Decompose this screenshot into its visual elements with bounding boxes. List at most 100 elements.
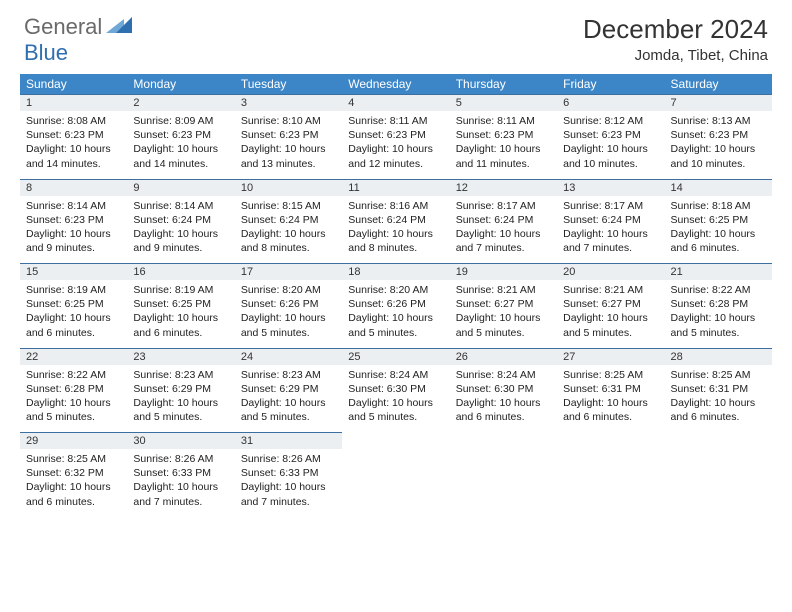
day-content-row: Sunrise: 8:14 AMSunset: 6:23 PMDaylight:… bbox=[20, 196, 772, 264]
logo-text-blue: Blue bbox=[24, 40, 68, 65]
day-cell: Sunrise: 8:14 AMSunset: 6:23 PMDaylight:… bbox=[20, 196, 127, 264]
daylight-line-2: and 6 minutes. bbox=[26, 495, 121, 509]
daylight-line-2: and 13 minutes. bbox=[241, 157, 336, 171]
day-number-row: 22232425262728 bbox=[20, 348, 772, 365]
daylight-line-1: Daylight: 10 hours bbox=[456, 142, 551, 156]
sunset-line: Sunset: 6:23 PM bbox=[671, 128, 766, 142]
daylight-line-1: Daylight: 10 hours bbox=[241, 480, 336, 494]
logo-blue-text-wrap: Blue bbox=[24, 40, 68, 66]
day-number-row: 891011121314 bbox=[20, 179, 772, 196]
daylight-line-2: and 7 minutes. bbox=[456, 241, 551, 255]
empty-cell bbox=[450, 433, 557, 450]
day-number-row: 15161718192021 bbox=[20, 264, 772, 281]
weekday-header: Sunday bbox=[20, 74, 127, 95]
daylight-line-1: Daylight: 10 hours bbox=[348, 396, 443, 410]
sunrise-line: Sunrise: 8:11 AM bbox=[456, 114, 551, 128]
title-block: December 2024 Jomda, Tibet, China bbox=[583, 14, 768, 64]
sunset-line: Sunset: 6:25 PM bbox=[26, 297, 121, 311]
weekday-header: Tuesday bbox=[235, 74, 342, 95]
sunrise-line: Sunrise: 8:19 AM bbox=[26, 283, 121, 297]
daylight-line-2: and 10 minutes. bbox=[671, 157, 766, 171]
daylight-line-1: Daylight: 10 hours bbox=[26, 396, 121, 410]
daylight-line-1: Daylight: 10 hours bbox=[133, 396, 228, 410]
weekday-header: Friday bbox=[557, 74, 664, 95]
daylight-line-2: and 5 minutes. bbox=[456, 326, 551, 340]
day-number: 27 bbox=[557, 348, 664, 365]
sunrise-line: Sunrise: 8:14 AM bbox=[26, 199, 121, 213]
day-cell: Sunrise: 8:24 AMSunset: 6:30 PMDaylight:… bbox=[450, 365, 557, 433]
day-number: 1 bbox=[20, 95, 127, 112]
day-cell: Sunrise: 8:17 AMSunset: 6:24 PMDaylight:… bbox=[557, 196, 664, 264]
day-cell: Sunrise: 8:21 AMSunset: 6:27 PMDaylight:… bbox=[450, 280, 557, 348]
sunrise-line: Sunrise: 8:23 AM bbox=[133, 368, 228, 382]
day-number: 29 bbox=[20, 433, 127, 450]
sunrise-line: Sunrise: 8:17 AM bbox=[456, 199, 551, 213]
day-content-row: Sunrise: 8:25 AMSunset: 6:32 PMDaylight:… bbox=[20, 449, 772, 517]
day-number: 13 bbox=[557, 179, 664, 196]
day-number: 21 bbox=[665, 264, 772, 281]
sunrise-line: Sunrise: 8:25 AM bbox=[26, 452, 121, 466]
day-number: 14 bbox=[665, 179, 772, 196]
day-cell: Sunrise: 8:14 AMSunset: 6:24 PMDaylight:… bbox=[127, 196, 234, 264]
day-number: 3 bbox=[235, 95, 342, 112]
day-number: 24 bbox=[235, 348, 342, 365]
day-number: 9 bbox=[127, 179, 234, 196]
daylight-line-1: Daylight: 10 hours bbox=[563, 142, 658, 156]
daylight-line-1: Daylight: 10 hours bbox=[348, 227, 443, 241]
daylight-line-1: Daylight: 10 hours bbox=[671, 227, 766, 241]
daylight-line-1: Daylight: 10 hours bbox=[241, 227, 336, 241]
sunrise-line: Sunrise: 8:23 AM bbox=[241, 368, 336, 382]
month-title: December 2024 bbox=[583, 14, 768, 45]
day-cell: Sunrise: 8:21 AMSunset: 6:27 PMDaylight:… bbox=[557, 280, 664, 348]
sunset-line: Sunset: 6:23 PM bbox=[563, 128, 658, 142]
daylight-line-2: and 6 minutes. bbox=[26, 326, 121, 340]
calendar-table: SundayMondayTuesdayWednesdayThursdayFrid… bbox=[20, 74, 772, 517]
day-number-row: 293031 bbox=[20, 433, 772, 450]
day-content-row: Sunrise: 8:08 AMSunset: 6:23 PMDaylight:… bbox=[20, 111, 772, 179]
day-cell: Sunrise: 8:19 AMSunset: 6:25 PMDaylight:… bbox=[20, 280, 127, 348]
day-cell: Sunrise: 8:16 AMSunset: 6:24 PMDaylight:… bbox=[342, 196, 449, 264]
daylight-line-1: Daylight: 10 hours bbox=[26, 227, 121, 241]
sunset-line: Sunset: 6:24 PM bbox=[456, 213, 551, 227]
sunrise-line: Sunrise: 8:20 AM bbox=[241, 283, 336, 297]
sunrise-line: Sunrise: 8:22 AM bbox=[671, 283, 766, 297]
calendar-body: 1234567Sunrise: 8:08 AMSunset: 6:23 PMDa… bbox=[20, 95, 772, 518]
day-cell: Sunrise: 8:25 AMSunset: 6:32 PMDaylight:… bbox=[20, 449, 127, 517]
sunset-line: Sunset: 6:24 PM bbox=[133, 213, 228, 227]
sunrise-line: Sunrise: 8:15 AM bbox=[241, 199, 336, 213]
day-cell: Sunrise: 8:23 AMSunset: 6:29 PMDaylight:… bbox=[235, 365, 342, 433]
sunrise-line: Sunrise: 8:11 AM bbox=[348, 114, 443, 128]
day-cell: Sunrise: 8:25 AMSunset: 6:31 PMDaylight:… bbox=[557, 365, 664, 433]
sunset-line: Sunset: 6:24 PM bbox=[241, 213, 336, 227]
day-cell: Sunrise: 8:20 AMSunset: 6:26 PMDaylight:… bbox=[235, 280, 342, 348]
sunset-line: Sunset: 6:23 PM bbox=[26, 213, 121, 227]
daylight-line-1: Daylight: 10 hours bbox=[26, 480, 121, 494]
daylight-line-1: Daylight: 10 hours bbox=[26, 311, 121, 325]
daylight-line-1: Daylight: 10 hours bbox=[348, 142, 443, 156]
daylight-line-1: Daylight: 10 hours bbox=[671, 142, 766, 156]
daylight-line-2: and 6 minutes. bbox=[456, 410, 551, 424]
page-header: General December 2024 Jomda, Tibet, Chin… bbox=[0, 0, 792, 70]
sunrise-line: Sunrise: 8:08 AM bbox=[26, 114, 121, 128]
sunset-line: Sunset: 6:31 PM bbox=[563, 382, 658, 396]
daylight-line-1: Daylight: 10 hours bbox=[26, 142, 121, 156]
daylight-line-2: and 8 minutes. bbox=[241, 241, 336, 255]
day-number: 5 bbox=[450, 95, 557, 112]
day-number: 10 bbox=[235, 179, 342, 196]
sunrise-line: Sunrise: 8:21 AM bbox=[456, 283, 551, 297]
sunset-line: Sunset: 6:24 PM bbox=[563, 213, 658, 227]
day-number: 28 bbox=[665, 348, 772, 365]
sunrise-line: Sunrise: 8:18 AM bbox=[671, 199, 766, 213]
sunrise-line: Sunrise: 8:10 AM bbox=[241, 114, 336, 128]
daylight-line-2: and 6 minutes. bbox=[563, 410, 658, 424]
sunrise-line: Sunrise: 8:26 AM bbox=[241, 452, 336, 466]
day-cell: Sunrise: 8:12 AMSunset: 6:23 PMDaylight:… bbox=[557, 111, 664, 179]
daylight-line-1: Daylight: 10 hours bbox=[133, 142, 228, 156]
day-cell: Sunrise: 8:09 AMSunset: 6:23 PMDaylight:… bbox=[127, 111, 234, 179]
daylight-line-2: and 5 minutes. bbox=[26, 410, 121, 424]
daylight-line-1: Daylight: 10 hours bbox=[671, 396, 766, 410]
weekday-header: Wednesday bbox=[342, 74, 449, 95]
logo-text-general: General bbox=[24, 14, 102, 40]
sunset-line: Sunset: 6:23 PM bbox=[26, 128, 121, 142]
empty-cell bbox=[665, 449, 772, 517]
